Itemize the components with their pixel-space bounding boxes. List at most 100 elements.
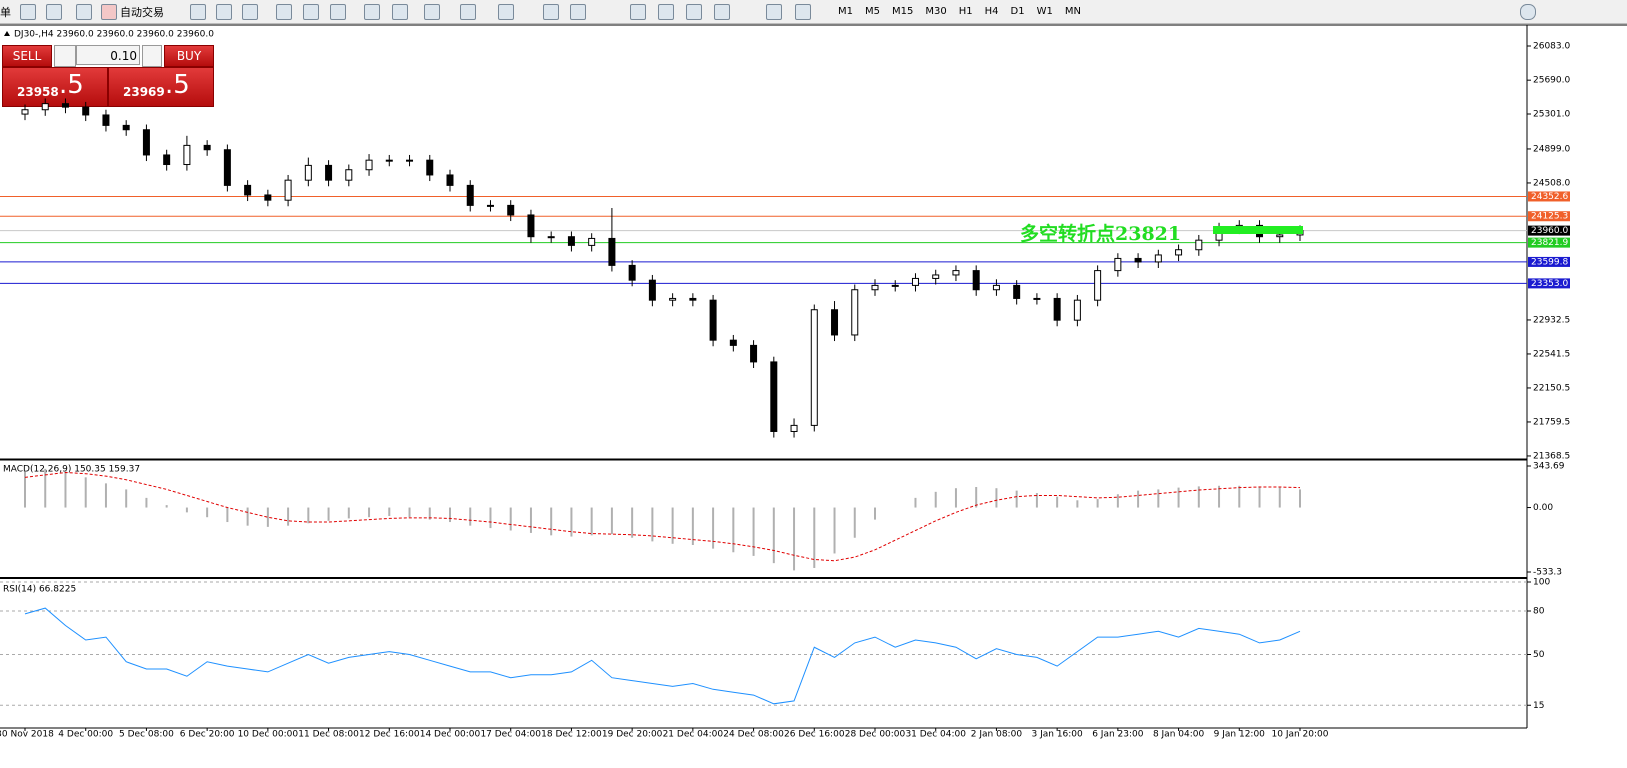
level-label-box [1528, 211, 1570, 222]
icon[interactable] [20, 4, 36, 20]
candle-body [689, 297, 697, 301]
plot: 26083.0 25690.0 25301.0 24899.0 24508.0 22932… [0, 30, 1570, 740]
candle-body [952, 270, 960, 276]
chart-title: DJ30-,H4 23960.0 23960.0 23960.0 23960.0 [14, 30, 214, 40]
candle-body [345, 169, 353, 181]
x-tick-label: 4 Dec 00:00 [58, 730, 113, 740]
icon[interactable] [658, 4, 674, 20]
toolbar: 单 自动交易 M1 M5 M15 M30 H1 H4 D1 W1 MN [0, 0, 1627, 24]
timeframe-button[interactable]: MN [1064, 6, 1081, 17]
candle-body [406, 159, 414, 162]
candle-body [527, 214, 535, 238]
x-tick-label: 5 Dec 08:00 [119, 730, 174, 740]
icon[interactable] [714, 4, 730, 20]
candle-body [770, 361, 778, 432]
y-tick-label: 22150.5 [1533, 383, 1570, 393]
candle-body [304, 164, 312, 181]
candle-body [142, 129, 150, 156]
icon[interactable] [76, 4, 92, 20]
buy-button[interactable]: BUY [164, 45, 214, 67]
candle-body [264, 194, 272, 201]
icon[interactable] [424, 4, 440, 20]
x-tick-label: 3 Jan 16:00 [1032, 730, 1084, 740]
candle-body [1114, 257, 1122, 272]
icon[interactable] [216, 4, 232, 20]
candle-body [729, 339, 737, 346]
candle-body [750, 344, 758, 363]
timeframe-button[interactable]: D1 [1010, 6, 1025, 17]
candle-body [1195, 239, 1203, 251]
icon[interactable] [190, 4, 206, 20]
y-tick-label: 22932.5 [1533, 315, 1570, 325]
icon[interactable] [498, 4, 514, 20]
y-tick-label: 343.69 [1533, 462, 1565, 472]
icon[interactable] [686, 4, 702, 20]
timeframe-button[interactable]: M5 [865, 6, 880, 17]
icon[interactable] [392, 4, 408, 20]
level-label-box [1528, 237, 1570, 248]
auto-trade-button[interactable]: 自动交易 [120, 6, 164, 19]
menu-label[interactable]: 单 [0, 6, 11, 19]
candle-body [284, 179, 292, 201]
icon[interactable] [630, 4, 646, 20]
y-tick-label: 0.00 [1533, 503, 1553, 513]
icon[interactable] [242, 4, 258, 20]
candle-body [567, 236, 575, 246]
timeframe-button[interactable]: W1 [1036, 6, 1053, 17]
y-tick-label: 21759.5 [1533, 417, 1570, 427]
candle-body [972, 270, 980, 291]
lot-down[interactable] [54, 45, 76, 67]
level-label: 24125.3 [1531, 212, 1568, 222]
icon[interactable] [101, 4, 117, 20]
y-tick-label: 22541.5 [1533, 349, 1570, 359]
icon[interactable] [276, 4, 292, 20]
level-label-box [1528, 225, 1570, 236]
candle-body [223, 149, 231, 186]
timeframe-button[interactable]: M30 [925, 6, 947, 17]
x-tick-label: 6 Jan 23:00 [1092, 730, 1144, 740]
timeframe-button[interactable]: M15 [892, 6, 914, 17]
candle-body [163, 154, 171, 166]
candle-body [547, 236, 555, 239]
icon[interactable] [570, 4, 586, 20]
level-label-box [1528, 191, 1570, 202]
lot-up[interactable] [142, 45, 162, 67]
icon[interactable] [795, 4, 811, 20]
candle-body [831, 309, 839, 336]
timeframe-button[interactable]: M1 [838, 6, 853, 17]
collapse-arrow[interactable] [4, 31, 10, 36]
candle-body [628, 264, 636, 281]
x-tick-label: 19 Dec 20:00 [602, 730, 663, 740]
signal-line [24, 471, 1301, 562]
timeframe-bar: M1 M5 M15 M30 H1 H4 D1 W1 MN [836, 0, 1083, 23]
y-tick-label: 25301.0 [1533, 110, 1570, 120]
sell-price[interactable]: 23958 .5 [2, 67, 108, 107]
icon[interactable] [46, 4, 62, 20]
icon[interactable] [303, 4, 319, 20]
indicator-title: RSI(14) 66.8225 [3, 585, 76, 595]
search-icon[interactable] [1520, 4, 1536, 20]
y-tick-label: 15 [1533, 701, 1544, 711]
timeframe-button[interactable]: H1 [958, 6, 973, 17]
candle-body [61, 103, 69, 108]
candle-body [1033, 297, 1041, 300]
x-tick-label: 31 Dec 04:00 [905, 730, 966, 740]
buy-price[interactable]: 23969 .5 [108, 67, 214, 107]
icon[interactable] [330, 4, 346, 20]
candle-body [1094, 270, 1102, 301]
icon[interactable] [543, 4, 559, 20]
candle-body [790, 424, 798, 432]
chart: 26083.0 25690.0 25301.0 24899.0 24508.0 22932… [0, 24, 1627, 740]
annotation: 多空转折点23821 [1020, 222, 1181, 245]
candle-body [709, 299, 717, 341]
icon[interactable] [364, 4, 380, 20]
x-tick-label: 9 Jan 12:00 [1214, 730, 1266, 740]
icon[interactable] [766, 4, 782, 20]
candle-body [122, 124, 130, 131]
lot-input[interactable]: 0.10 [76, 45, 140, 65]
x-tick-label: 6 Dec 20:00 [180, 730, 235, 740]
icon[interactable] [460, 4, 476, 20]
sell-button[interactable]: SELL [2, 45, 52, 67]
x-tick-label: 18 Dec 12:00 [541, 730, 602, 740]
timeframe-button[interactable]: H4 [984, 6, 999, 17]
